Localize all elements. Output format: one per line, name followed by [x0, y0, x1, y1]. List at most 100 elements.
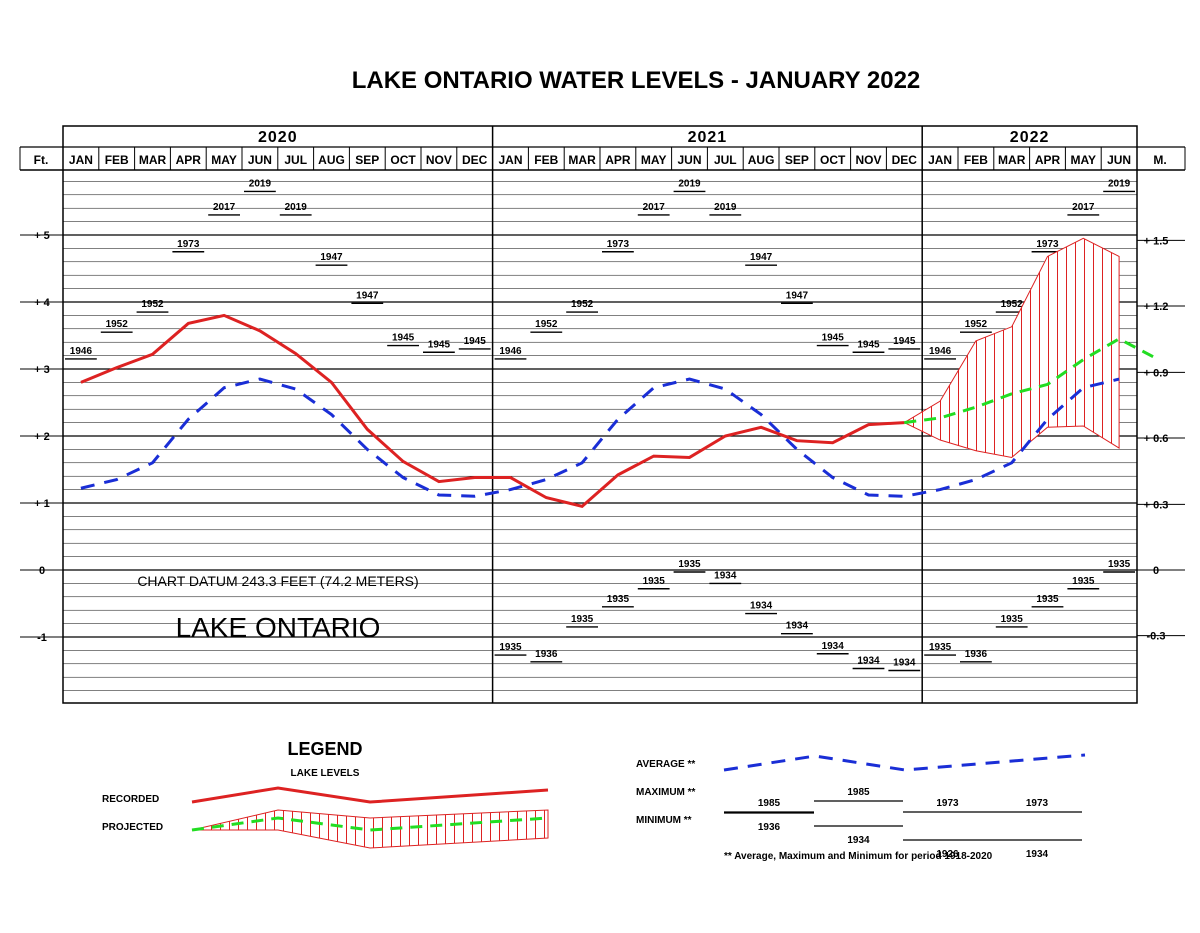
- month-label: JUN: [248, 153, 272, 167]
- minimum-record-label: 1935: [1001, 614, 1024, 625]
- month-label: JAN: [928, 153, 952, 167]
- legend-average-label: AVERAGE **: [636, 759, 695, 770]
- legend-max-year: 1973: [1026, 798, 1049, 809]
- month-label: JAN: [498, 153, 522, 167]
- legend-min-year: 1934: [1026, 849, 1049, 860]
- legend-min-year: 1936: [758, 822, 781, 833]
- month-label: MAY: [211, 153, 237, 167]
- minimum-record-label: 1934: [750, 601, 773, 612]
- maximum-record-label: 1945: [464, 336, 487, 347]
- left-tick-label: + 1: [34, 498, 50, 510]
- left-axis-unit: Ft.: [34, 153, 49, 167]
- maximum-record-label: 1952: [535, 319, 558, 330]
- maximum-record-label: 1947: [356, 290, 379, 301]
- minimum-record-label: 1935: [1036, 594, 1059, 605]
- month-label: OCT: [390, 153, 416, 167]
- average-series-line: [80, 377, 1120, 498]
- month-label: APR: [176, 153, 202, 167]
- maximum-record-label: 1952: [965, 319, 988, 330]
- right-tick-label: + 0.6: [1144, 433, 1169, 445]
- maximum-record-label: 1952: [1001, 299, 1024, 310]
- month-label: AUG: [748, 153, 775, 167]
- maximum-record-label: 1945: [822, 333, 845, 344]
- right-axis-unit: M.: [1153, 153, 1166, 167]
- month-label: SEP: [355, 153, 379, 167]
- chart-title: LAKE ONTARIO WATER LEVELS - JANUARY 2022: [352, 67, 921, 94]
- maximum-record-label: 1945: [857, 339, 880, 350]
- maximum-record-label: 2017: [643, 202, 666, 213]
- legend-min-year: 1934: [847, 835, 870, 846]
- maximum-record-label: 2017: [1072, 202, 1095, 213]
- minimum-record-label: 1935: [1072, 576, 1095, 587]
- maximum-record-label: 1973: [1036, 239, 1059, 250]
- right-tick-label: -0.3: [1147, 631, 1166, 643]
- left-tick-label: + 4: [34, 297, 50, 309]
- legend-projected-swatch: [191, 809, 549, 849]
- month-label: APR: [605, 153, 631, 167]
- minimum-record-label: 1934: [786, 621, 809, 632]
- maximum-record-label: 1946: [70, 346, 93, 357]
- month-label: JUL: [714, 153, 737, 167]
- maximum-record-label: 2019: [249, 178, 272, 189]
- left-tick-label: + 3: [34, 364, 50, 376]
- right-tick-label: + 0.3: [1144, 499, 1169, 511]
- maximum-record-label: 2019: [1108, 178, 1131, 189]
- legend-maximum-label: MAXIMUM **: [636, 787, 696, 798]
- maximum-record-label: 1952: [571, 299, 594, 310]
- month-label: FEB: [105, 153, 129, 167]
- minimum-record-label: 1934: [822, 641, 845, 652]
- chart-frame: [62, 125, 1138, 704]
- month-label: MAR: [998, 153, 1026, 167]
- year-label: 2022: [1010, 129, 1050, 146]
- legend-max-year: 1985: [847, 787, 870, 798]
- month-label: APR: [1035, 153, 1061, 167]
- legend-title: LEGEND: [287, 739, 362, 759]
- month-label: FEB: [964, 153, 988, 167]
- left-tick-label: 0: [39, 565, 45, 577]
- minimum-record-label: 1935: [571, 614, 594, 625]
- recorded-series-line: [80, 313, 905, 508]
- month-label: AUG: [318, 153, 345, 167]
- maximum-record-label: 2019: [714, 202, 737, 213]
- maximum-record-label: 1946: [499, 346, 522, 357]
- minimum-record-label: 1935: [1108, 559, 1131, 570]
- minimum-record-label: 1935: [607, 594, 630, 605]
- month-label: DEC: [462, 153, 488, 167]
- legend-projected-line: [191, 816, 549, 832]
- minimum-record-label: 1936: [965, 649, 988, 660]
- maximum-record-label: 2017: [213, 202, 236, 213]
- maximum-record-label: 1947: [786, 290, 809, 301]
- month-label: JAN: [69, 153, 93, 167]
- month-label: JUL: [284, 153, 307, 167]
- projected-range-area: [903, 237, 1120, 458]
- maximum-record-label: 1945: [893, 336, 916, 347]
- maximum-record-label: 1945: [428, 339, 451, 350]
- maximum-record-label: 2019: [678, 178, 701, 189]
- maximum-record-label: 1973: [177, 239, 200, 250]
- month-label: JUN: [677, 153, 701, 167]
- month-label: JUN: [1107, 153, 1131, 167]
- chart-datum-note: CHART DATUM 243.3 FEET (74.2 METERS): [137, 573, 418, 589]
- minimum-record-label: 1934: [714, 570, 737, 581]
- left-tick-label: -1: [37, 632, 47, 644]
- legend-recorded-label: RECORDED: [102, 794, 159, 805]
- right-tick-label: + 1.5: [1144, 235, 1169, 247]
- month-label: OCT: [820, 153, 846, 167]
- minimum-record-label: 1934: [857, 655, 880, 666]
- maximum-record-label: 1952: [106, 319, 129, 330]
- maximum-record-label: 1945: [392, 333, 415, 344]
- maximum-record-label: 1946: [929, 346, 952, 357]
- month-label: FEB: [534, 153, 558, 167]
- month-label: MAR: [139, 153, 167, 167]
- minimum-record-label: 1936: [535, 649, 558, 660]
- legend-min-year: 1926: [936, 849, 959, 860]
- month-label: DEC: [892, 153, 918, 167]
- legend-subtitle: LAKE LEVELS: [291, 768, 360, 779]
- year-label: 2020: [258, 129, 298, 146]
- legend-max-year: 1973: [936, 798, 959, 809]
- minimum-record-label: 1935: [678, 559, 701, 570]
- month-label: NOV: [426, 153, 452, 167]
- year-label: 2021: [688, 129, 728, 146]
